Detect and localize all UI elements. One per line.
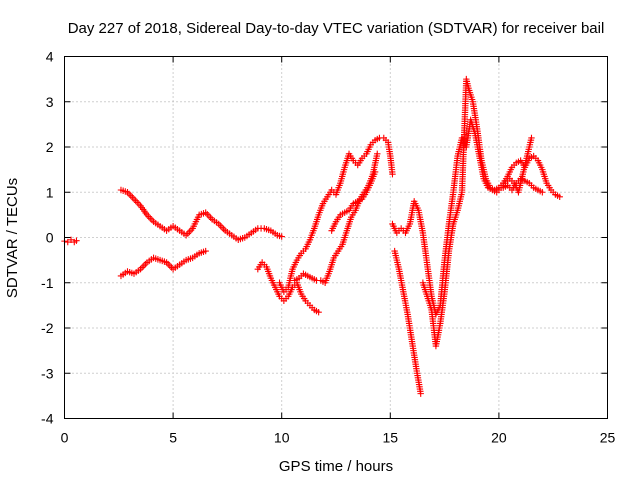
- data-point: [389, 170, 396, 178]
- x-tick-label: 10: [274, 430, 290, 446]
- data-point: [202, 247, 209, 255]
- y-tick-label: 4: [46, 49, 54, 65]
- y-tick-label: 3: [46, 94, 54, 110]
- tick-labels: 0 5 10 15 20 25 -4 -3 -2 -1 0 1 2 3 4: [41, 49, 615, 446]
- data-point: [528, 134, 535, 142]
- y-tick-label: -2: [41, 320, 54, 336]
- data-point: [417, 390, 424, 397]
- chart-title: Day 227 of 2018, Sidereal Day-to-day VTE…: [68, 20, 605, 37]
- data-point: [539, 189, 546, 196]
- x-tick-label: 20: [491, 430, 507, 446]
- x-tick-label: 0: [61, 430, 69, 446]
- y-axis-label: SDTVAR / TECUs: [4, 178, 21, 298]
- axis-ticks: [64, 56, 608, 419]
- y-tick-label: -3: [41, 365, 54, 381]
- data-points: [61, 75, 563, 397]
- data-point: [315, 308, 322, 316]
- data-point: [67, 236, 75, 243]
- y-tick-label: 0: [46, 230, 54, 246]
- data-point: [278, 233, 285, 240]
- data-point: [556, 193, 563, 200]
- data-point: [374, 150, 381, 157]
- data-point: [73, 237, 80, 244]
- data-point: [371, 168, 379, 176]
- y-tick-label: 1: [46, 184, 54, 200]
- grid-lines: [64, 56, 608, 419]
- y-tick-label: 2: [46, 139, 54, 155]
- y-tick-label: -4: [41, 411, 54, 427]
- data-point: [64, 238, 71, 246]
- y-tick-label: -1: [41, 275, 54, 291]
- plot-frame: [64, 56, 608, 419]
- x-axis-label: GPS time / hours: [279, 458, 393, 475]
- x-tick-label: 5: [169, 430, 177, 446]
- x-tick-label: 15: [383, 430, 399, 446]
- x-tick-label: 25: [600, 430, 616, 446]
